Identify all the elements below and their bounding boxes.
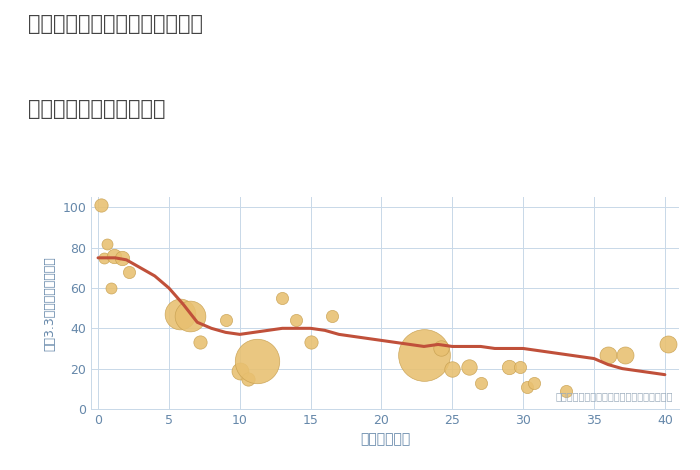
Point <box>435 345 447 352</box>
Point <box>98 254 109 262</box>
Point <box>305 339 316 346</box>
Point <box>117 254 128 262</box>
Point <box>95 202 106 209</box>
X-axis label: 築年数（年）: 築年数（年） <box>360 432 410 446</box>
Point <box>514 363 526 370</box>
Point <box>175 311 186 318</box>
Point <box>243 375 254 383</box>
Point <box>326 313 337 320</box>
Text: 福岡県北九州市門司区柄杓田の: 福岡県北九州市門司区柄杓田の <box>28 14 203 34</box>
Point <box>603 351 614 358</box>
Point <box>522 383 533 391</box>
Point <box>503 363 514 370</box>
Point <box>662 341 673 348</box>
Point <box>251 357 262 364</box>
Point <box>529 379 540 386</box>
Point <box>620 351 631 358</box>
Y-axis label: 坪（3.3㎡）単価（万円）: 坪（3.3㎡）単価（万円） <box>43 256 57 351</box>
Point <box>101 240 112 248</box>
Point <box>463 363 475 370</box>
Point <box>185 313 196 320</box>
Text: 築年数別中古戸建て価格: 築年数別中古戸建て価格 <box>28 99 165 119</box>
Point <box>220 316 231 324</box>
Point <box>105 284 116 292</box>
Point <box>560 387 571 394</box>
Point <box>419 351 430 358</box>
Point <box>475 379 486 386</box>
Point <box>124 268 135 276</box>
Point <box>276 294 288 302</box>
Point <box>195 339 206 346</box>
Point <box>234 367 246 375</box>
Point <box>290 316 302 324</box>
Text: 円の大きさは、取引のあった物件面積を示す: 円の大きさは、取引のあった物件面積を示す <box>556 392 673 401</box>
Point <box>447 365 458 372</box>
Point <box>108 252 119 259</box>
